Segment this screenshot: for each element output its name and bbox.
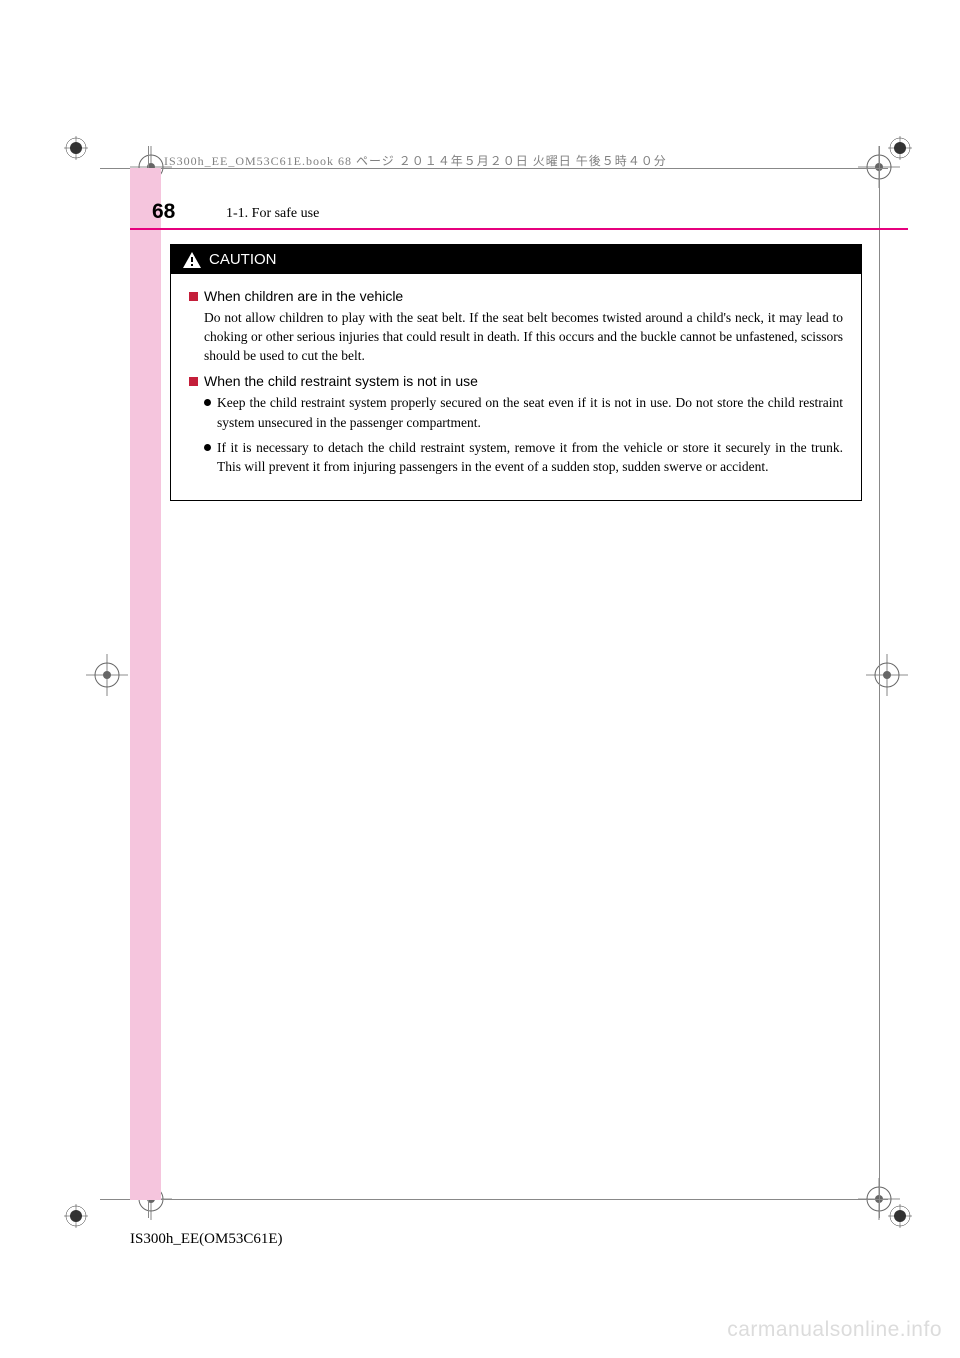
registration-mark (866, 654, 908, 696)
caution-panel: CAUTION When children are in the vehicle… (170, 244, 862, 501)
caution-body: When children are in the vehicle Do not … (171, 274, 861, 500)
crop-line (879, 146, 880, 1218)
caution-label: CAUTION (209, 251, 277, 268)
section-tab-bar (130, 168, 161, 1200)
registration-mark (86, 654, 128, 696)
bullet-item: If it is necessary to detach the child r… (204, 438, 843, 476)
footer-document-code: IS300h_EE(OM53C61E) (130, 1231, 283, 1248)
caution-paragraph: Do not allow children to play with the s… (204, 308, 843, 365)
caution-subheading: When the child restraint system is not i… (189, 373, 843, 389)
bullet-text: Keep the child restraint system properly… (217, 393, 843, 431)
bullet-text: If it is necessary to detach the child r… (217, 438, 843, 476)
caution-subheading: When children are in the vehicle (189, 288, 843, 304)
caution-item: When the child restraint system is not i… (189, 373, 843, 476)
bullet-dot-icon (204, 444, 211, 451)
document-header-meta: IS300h_EE_OM53C61E.book 68 ページ ２０１４年５月２０… (164, 152, 667, 169)
watermark: carmanualsonline.info (727, 1318, 942, 1342)
header-divider (130, 228, 908, 230)
crop-mark-corner (64, 1204, 88, 1228)
bullet-item: Keep the child restraint system properly… (204, 393, 843, 431)
red-square-icon (189, 377, 198, 386)
crop-mark-corner (64, 136, 88, 160)
bullet-dot-icon (204, 399, 211, 406)
warning-triangle-icon (183, 252, 201, 268)
section-title: 1-1. For safe use (226, 206, 319, 222)
caution-heading-text: When the child restraint system is not i… (204, 373, 478, 389)
red-square-icon (189, 292, 198, 301)
caution-item: When children are in the vehicle Do not … (189, 288, 843, 365)
page-number: 68 (152, 200, 175, 224)
caution-heading-text: When children are in the vehicle (204, 288, 403, 304)
caution-header: CAUTION (171, 245, 861, 274)
crop-line (100, 1199, 888, 1200)
